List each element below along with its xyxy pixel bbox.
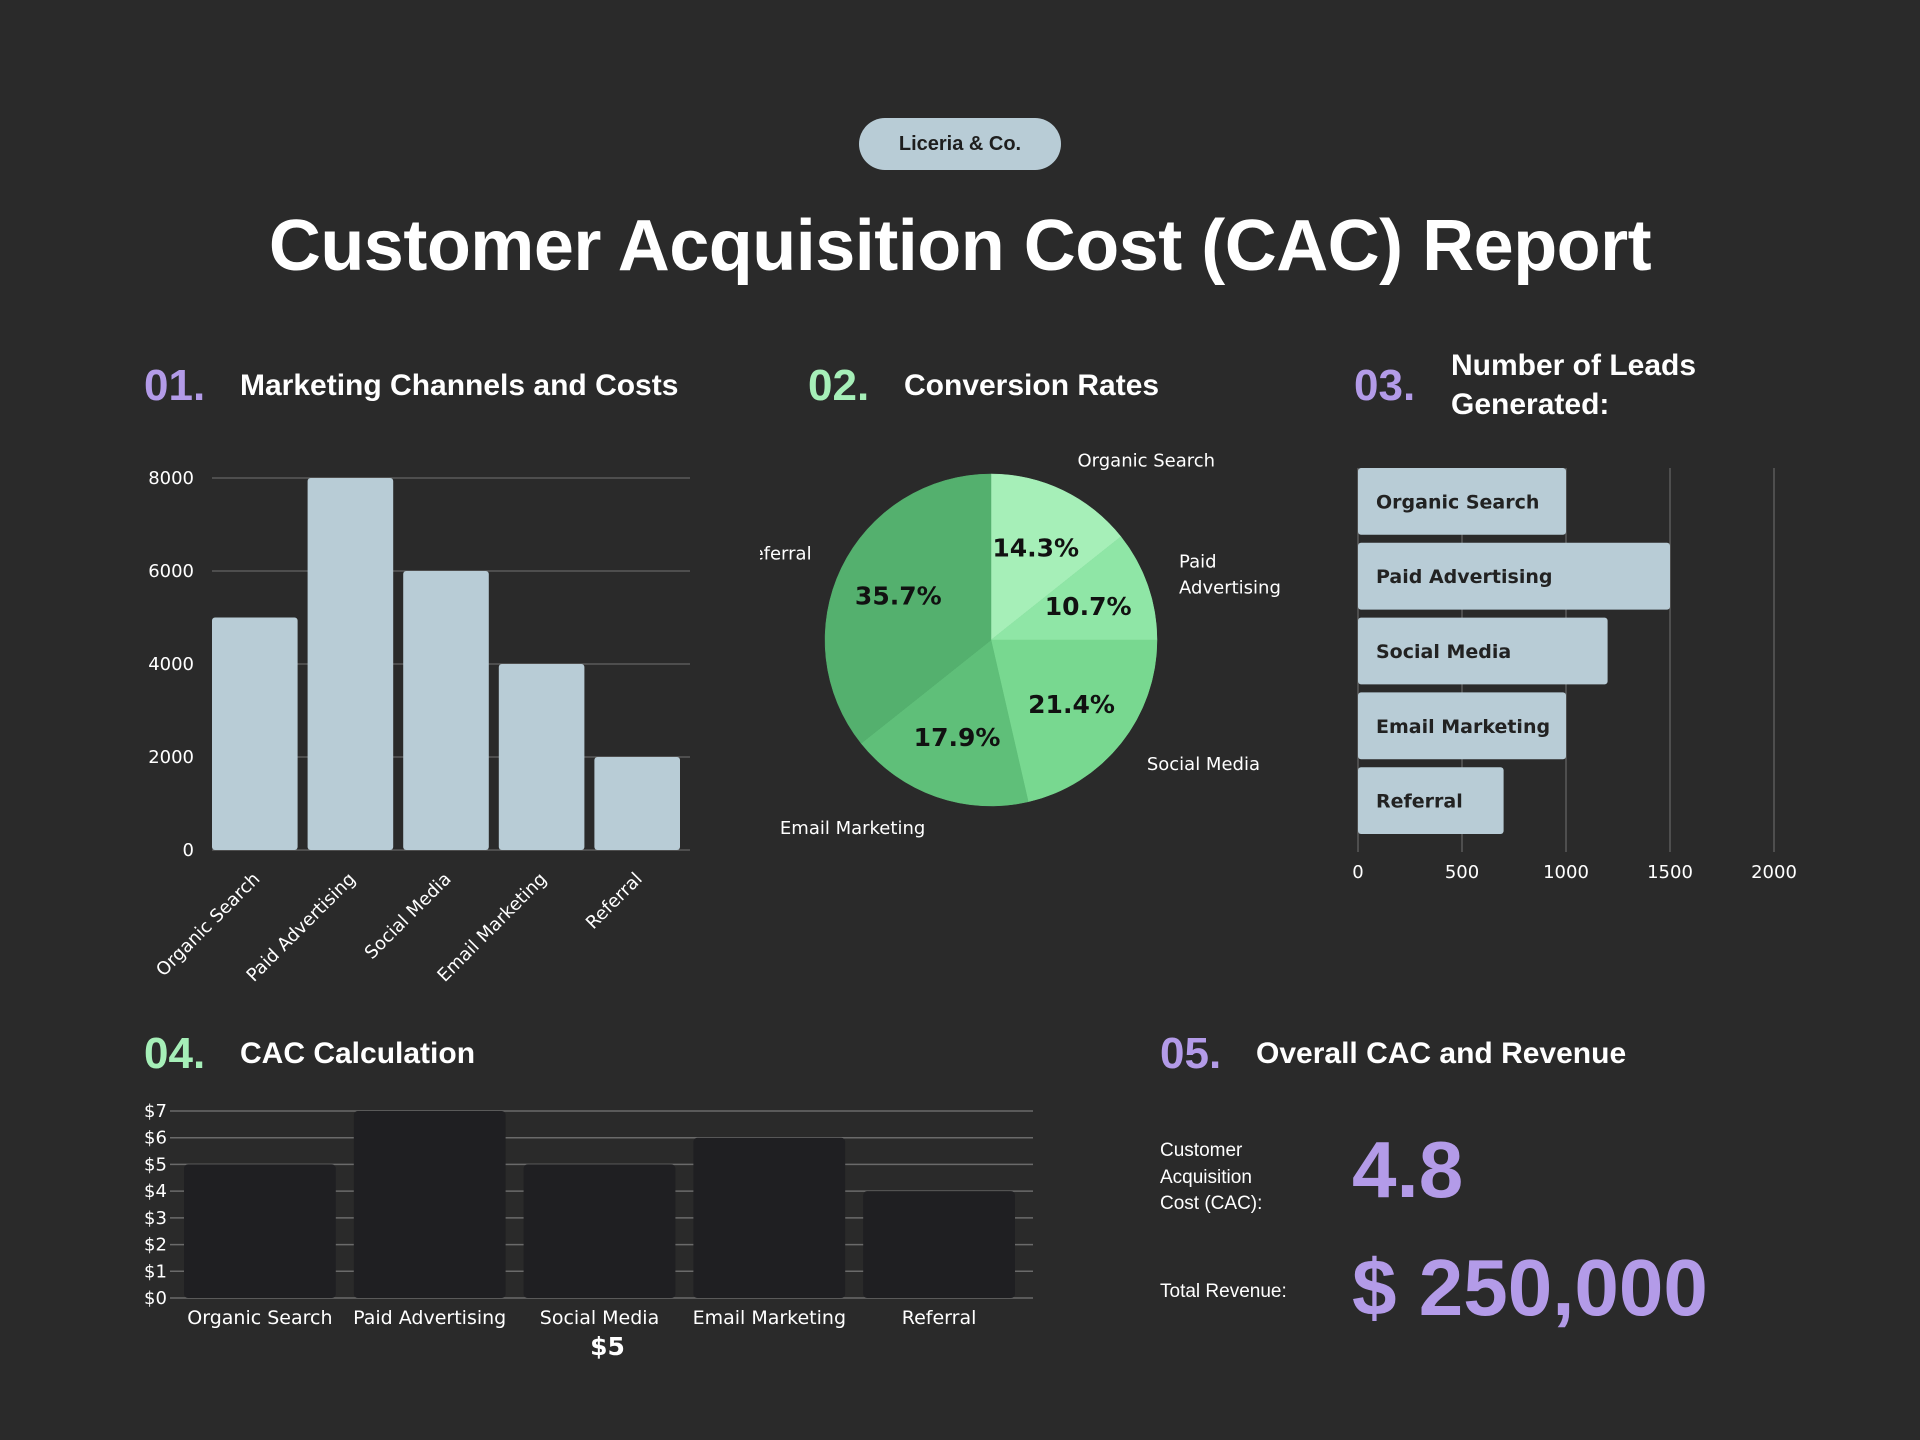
bar-label: Paid Advertising xyxy=(1376,566,1552,588)
brand-badge: Liceria & Co. xyxy=(859,118,1061,170)
cac-value: 4.8 xyxy=(1352,1125,1464,1214)
bar-paid-advertising xyxy=(1358,542,1670,610)
slice-referral xyxy=(824,473,992,744)
annotation-label: $5 xyxy=(590,1332,625,1361)
section-3-title: Number of Leads Generated: xyxy=(1451,349,1697,421)
y-tick-label: $7 xyxy=(144,1101,167,1122)
x-tick-label: 1500 xyxy=(1647,862,1693,880)
x-tick-label: Social Media xyxy=(361,869,456,964)
x-tick-label: 2000 xyxy=(1751,862,1797,880)
x-tick-label: 500 xyxy=(1445,862,1479,880)
bar-organic-search xyxy=(184,1164,336,1298)
slice-category-label: Social Media xyxy=(1147,754,1260,775)
x-tick-label: Organic Search xyxy=(187,1307,332,1329)
x-tick-label: 1000 xyxy=(1543,862,1589,880)
slice-value-label: 21.4% xyxy=(1028,690,1115,719)
y-tick-label: $1 xyxy=(144,1261,167,1282)
page-title: Customer Acquisition Cost (CAC) Report xyxy=(268,206,1652,286)
x-tick-label: Paid Advertising xyxy=(353,1307,506,1329)
x-tick-label: 0 xyxy=(1352,862,1363,880)
y-tick-label: $3 xyxy=(144,1208,167,1229)
y-tick-label: 4000 xyxy=(148,654,194,675)
bar-paid-advertising xyxy=(307,478,394,850)
x-tick-label: Social Media xyxy=(540,1307,659,1329)
slice-value-label: 35.7% xyxy=(855,581,942,610)
bar-email-marketing xyxy=(1358,692,1566,760)
y-tick-label: $0 xyxy=(144,1288,167,1309)
slice-paid-advertising xyxy=(990,536,1158,641)
y-tick-label: $4 xyxy=(144,1181,167,1202)
x-tick-label: Referral xyxy=(902,1307,977,1329)
cac-label: Customer Acquisition Cost (CAC): xyxy=(1160,1138,1262,1218)
bar-social-media xyxy=(403,571,489,850)
bar-label: Social Media xyxy=(1376,641,1511,663)
section-4-title: CAC Calculation xyxy=(240,1037,476,1070)
bar-paid-advertising xyxy=(353,1111,506,1298)
y-tick-label: 0 xyxy=(183,840,194,861)
slice-category-label: Organic Search xyxy=(1078,451,1216,472)
cac-label-line-2: Acquisition xyxy=(1160,1166,1252,1188)
cac-label-line-1: Customer xyxy=(1160,1140,1243,1161)
bar-referral xyxy=(863,1191,1015,1298)
x-tick-label: Organic Search xyxy=(152,869,264,981)
leads-generated-chart: 0 500 1000 1500 2000 Organic Search Paid Adver… xyxy=(1352,468,1797,880)
y-tick-label: 8000 xyxy=(148,468,194,489)
bar-label: Referral xyxy=(1376,791,1463,813)
section-3-number: 03. xyxy=(1354,361,1416,410)
revenue-label: Total Revenue: xyxy=(1160,1281,1287,1302)
bar-organic-search xyxy=(212,617,298,850)
slice-value-label: 10.7% xyxy=(1045,592,1132,621)
slice-category-label: Email Marketing xyxy=(780,818,925,839)
y-tick-label: $5 xyxy=(144,1154,167,1175)
bar-label: Organic Search xyxy=(1376,491,1539,513)
section-2-number: 02. xyxy=(808,361,870,410)
bar-referral xyxy=(1358,767,1504,834)
y-tick-label: $2 xyxy=(144,1235,167,1256)
section-5-number: 05. xyxy=(1160,1029,1222,1078)
bar-referral xyxy=(594,757,680,850)
x-tick-label: Email Marketing xyxy=(693,1307,846,1329)
bar-email-marketing xyxy=(693,1137,846,1298)
bar-label: Email Marketing xyxy=(1376,716,1550,738)
slice-email-marketing xyxy=(860,639,1029,807)
bar-organic-search xyxy=(1358,468,1566,535)
bar-social-media xyxy=(1358,617,1608,685)
cac-label-line-3: Cost (CAC): xyxy=(1160,1193,1263,1215)
slice-value-label: 14.3% xyxy=(992,533,1079,562)
y-tick-label: $6 xyxy=(144,1128,167,1149)
section-5-title: Overall CAC and Revenue xyxy=(1256,1037,1627,1070)
slice-category-label: Referral xyxy=(760,543,812,564)
section-1-title: Marketing Channels and Costs xyxy=(240,369,679,402)
cac-calculation-chart: $0 $1 $2 $3 $4 $5 $6 $7 Organic Search Paid Adver… xyxy=(144,1101,1033,1361)
section-2-title: Conversion Rates xyxy=(904,369,1160,402)
slice-value-label: 17.9% xyxy=(914,723,1001,752)
revenue-value: $ 250,000 xyxy=(1352,1243,1708,1332)
x-tick-label: Referral xyxy=(582,869,647,934)
conversion-rates-chart: 14.3% Organic Search 10.7% Paid Advertising 2… xyxy=(760,451,1281,839)
slice-social-media xyxy=(990,639,1158,803)
bar-email-marketing xyxy=(498,664,585,850)
bar-social-media xyxy=(523,1164,676,1298)
slice-category-label: Paid Advertising xyxy=(1179,551,1281,598)
section-1-number: 01. xyxy=(144,361,206,410)
y-tick-label: 2000 xyxy=(148,747,194,768)
y-tick-label: 6000 xyxy=(148,561,194,582)
slice-organic-search xyxy=(990,473,1122,641)
section-4-number: 04. xyxy=(144,1029,206,1078)
